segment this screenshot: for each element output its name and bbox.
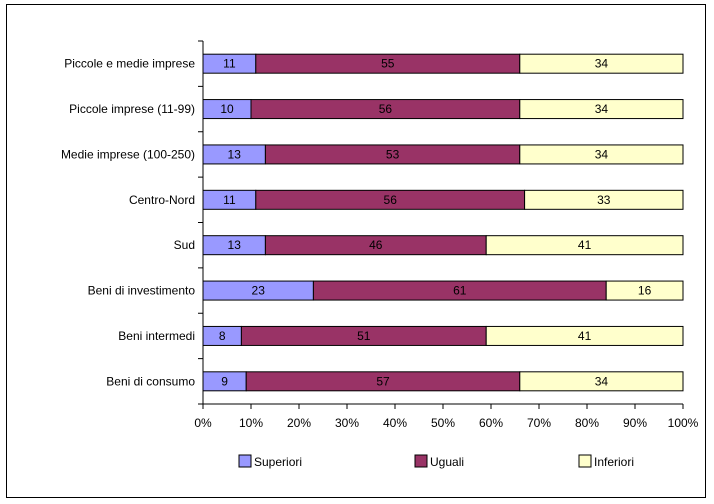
legend-label: Superiori bbox=[254, 455, 302, 469]
x-tick-label: 20% bbox=[287, 416, 311, 430]
bar-segment bbox=[519, 53, 684, 74]
data-label: 55 bbox=[381, 57, 395, 71]
data-label: 34 bbox=[595, 374, 609, 388]
data-label: 34 bbox=[595, 57, 609, 71]
bar-segment bbox=[519, 371, 684, 392]
x-tick-label: 0% bbox=[194, 416, 212, 430]
category-label: Beni di investimento bbox=[88, 284, 196, 298]
x-tick-label: 70% bbox=[527, 416, 551, 430]
x-tick-label: 100% bbox=[668, 416, 699, 430]
x-tick-label: 80% bbox=[575, 416, 599, 430]
chart-frame: 0% 10% 20% 30% 40% 50% 60% 70% 80% 90% 100% Piccole… bbox=[6, 4, 706, 498]
data-label: 57 bbox=[376, 374, 390, 388]
data-label: 11 bbox=[223, 193, 236, 207]
data-label: 10 bbox=[220, 102, 234, 116]
category-label: Medie imprese (100-250) bbox=[61, 147, 195, 161]
data-label: 13 bbox=[228, 238, 242, 252]
data-label: 23 bbox=[252, 284, 266, 298]
data-label: 51 bbox=[357, 329, 371, 343]
x-tick-label: 90% bbox=[623, 416, 647, 430]
bar-segment bbox=[485, 235, 684, 256]
legend-swatch bbox=[578, 454, 592, 468]
bar-segment bbox=[519, 99, 684, 120]
data-label: 9 bbox=[221, 374, 228, 388]
bar-segment bbox=[519, 144, 684, 165]
bar-segment bbox=[605, 280, 684, 301]
legend-label: Uguali bbox=[430, 455, 464, 469]
data-label: 8 bbox=[219, 329, 226, 343]
data-label: 11 bbox=[223, 57, 236, 71]
data-label: 16 bbox=[638, 284, 652, 298]
data-label: 56 bbox=[379, 102, 393, 116]
category-label: Beni intermedi bbox=[118, 329, 195, 343]
data-label: 46 bbox=[369, 238, 383, 252]
x-tick-label: 40% bbox=[383, 416, 407, 430]
category-label: Sud bbox=[174, 238, 195, 252]
bar-segment bbox=[524, 189, 684, 210]
legend-swatch bbox=[238, 454, 252, 468]
data-label: 53 bbox=[386, 147, 400, 161]
bar-segment bbox=[485, 325, 684, 346]
x-tick-label: 50% bbox=[431, 416, 455, 430]
stacked-bar-chart: 0% 10% 20% 30% 40% 50% 60% 70% 80% 90% 100% Piccole… bbox=[61, 40, 699, 469]
legend-swatch bbox=[414, 454, 428, 468]
category-label: Piccole e medie imprese bbox=[64, 57, 195, 71]
x-tick-label: 30% bbox=[335, 416, 359, 430]
category-label: Piccole imprese (11-99) bbox=[69, 102, 195, 116]
data-label: 56 bbox=[384, 193, 398, 207]
legend-label: Inferiori bbox=[594, 455, 634, 469]
data-label: 41 bbox=[578, 329, 592, 343]
data-label: 34 bbox=[595, 147, 609, 161]
x-tick-label: 60% bbox=[479, 416, 503, 430]
data-label: 61 bbox=[453, 284, 467, 298]
category-label: Centro-Nord bbox=[129, 193, 195, 207]
x-tick-label: 10% bbox=[239, 416, 263, 430]
data-label: 34 bbox=[595, 102, 609, 116]
data-label: 41 bbox=[578, 238, 592, 252]
category-label: Beni di consumo bbox=[106, 374, 195, 388]
data-label: 13 bbox=[228, 147, 242, 161]
data-label: 33 bbox=[597, 193, 611, 207]
